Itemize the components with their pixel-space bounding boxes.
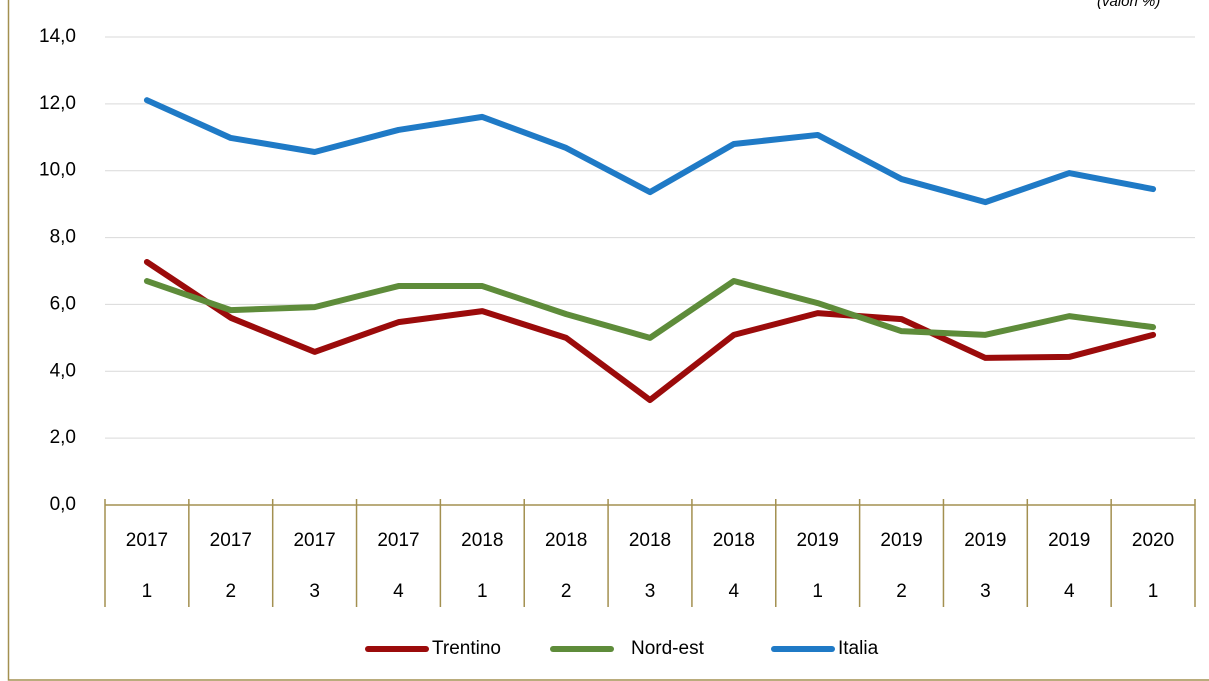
y-tick-label: 12,0 [39, 93, 76, 114]
x-tick-label: 2020 [1132, 530, 1174, 551]
x-tick-label: 2018 [713, 530, 755, 551]
x-tick-label: 2019 [880, 530, 922, 551]
x-tick-label: 2018 [629, 530, 671, 551]
legend-label: Nord-est [631, 638, 705, 659]
x-tick-label: 2019 [1048, 530, 1090, 551]
legend-label: Italia [838, 638, 879, 659]
x-tick-label: 2017 [210, 530, 252, 551]
x-tick-sublabel: 3 [309, 581, 320, 602]
x-tick-sublabel: 3 [645, 581, 656, 602]
x-tick-sublabel: 4 [393, 581, 404, 602]
series-line [143, 278, 1157, 341]
x-tick-label: 2017 [126, 530, 168, 551]
y-tick-label: 14,0 [39, 26, 76, 47]
x-tick-label: 2018 [461, 530, 503, 551]
x-tick-label: 2019 [797, 530, 839, 551]
x-tick-sublabel: 1 [477, 581, 488, 602]
x-tick-sublabel: 2 [896, 581, 907, 602]
unit-note: (valori %) [1097, 0, 1160, 10]
y-tick-label: 0,0 [50, 494, 76, 515]
series-line [143, 258, 1157, 404]
x-tick-sublabel: 4 [729, 581, 740, 602]
x-tick-label: 2018 [545, 530, 587, 551]
x-tick-sublabel: 1 [812, 581, 823, 602]
y-tick-label: 6,0 [50, 293, 76, 314]
series-line [143, 97, 1157, 206]
x-tick-sublabel: 1 [1148, 581, 1159, 602]
x-tick-label: 2019 [964, 530, 1006, 551]
x-tick-sublabel: 3 [980, 581, 991, 602]
x-tick-sublabel: 2 [225, 581, 236, 602]
x-tick-label: 2017 [293, 530, 335, 551]
x-tick-label: 2017 [377, 530, 419, 551]
chart-frame [7, 0, 1209, 681]
legend-label: Trentino [432, 638, 501, 659]
x-tick-sublabel: 2 [561, 581, 572, 602]
y-tick-label: 8,0 [50, 227, 76, 248]
y-tick-label: 4,0 [50, 360, 76, 381]
y-tick-label: 2,0 [50, 427, 76, 448]
x-tick-sublabel: 1 [142, 581, 153, 602]
y-tick-label: 10,0 [39, 160, 76, 181]
x-tick-sublabel: 4 [1064, 581, 1075, 602]
